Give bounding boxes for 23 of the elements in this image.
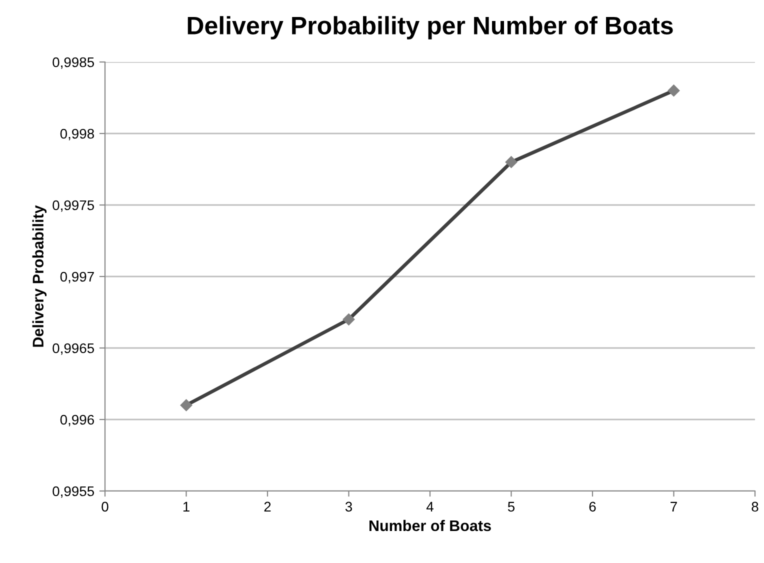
x-axis-title: Number of Boats	[369, 520, 491, 532]
y-tick-label: 0,9975	[52, 200, 94, 212]
point	[180, 398, 192, 412]
x-tick-label: 8	[752, 502, 758, 512]
x-tick-label: 3	[345, 502, 352, 512]
y-tick-label: 0,997	[60, 272, 94, 284]
y-tick-label: 0,998	[60, 128, 94, 140]
y-axis-title: Delivery Probability	[32, 205, 47, 347]
y-tick-label: 0,9955	[52, 486, 94, 498]
point	[342, 313, 355, 326]
chart-title: Delivery Probability per Number of Boats	[188, 16, 673, 40]
x-tick-label: 4	[426, 502, 434, 512]
point	[668, 84, 680, 97]
x-tick-label: 7	[670, 502, 677, 512]
x-tick-label: 6	[589, 502, 596, 512]
y-tick-label: 0,9985	[52, 57, 94, 69]
x-tick-label: 2	[264, 502, 271, 512]
y-tick-label: 0,996	[60, 414, 94, 426]
x-tick-label: 0	[102, 502, 108, 512]
x-tick-label: 5	[508, 502, 515, 512]
point	[505, 156, 518, 168]
x-tick-label: 1	[183, 502, 190, 512]
y-tick-label: 0,9965	[52, 343, 94, 355]
